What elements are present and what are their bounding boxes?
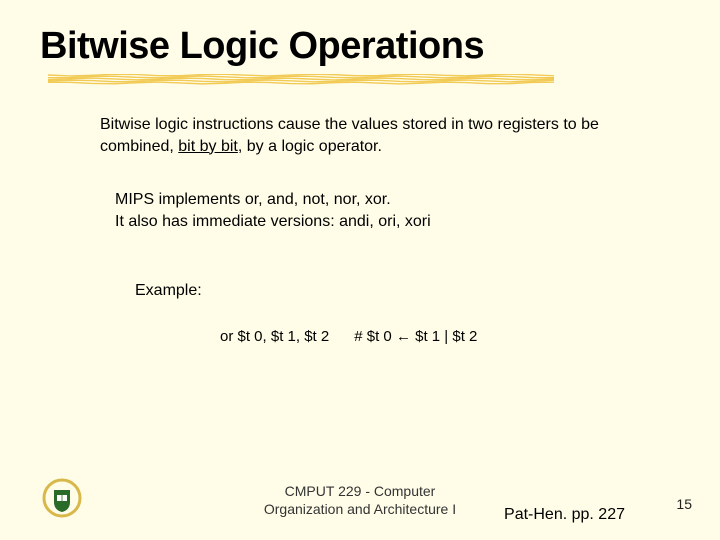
example-line: or $t 0, $t 1, $t 2 # $t 0 ← $t 1 | $t 2 [220, 328, 680, 345]
university-logo-icon [42, 478, 82, 518]
example-comment: # $t 0 ← $t 1 | $t 2 [354, 328, 477, 345]
intro-mid: bit by bit [178, 138, 238, 155]
intro-post: , by a logic operator. [238, 138, 382, 155]
example-code: or $t 0, $t 1, $t 2 [220, 328, 329, 345]
footer-course-line1: CMPUT 229 - Computer [0, 482, 720, 500]
example-label: Example: [135, 282, 680, 300]
intro-paragraph: Bitwise logic instructions cause the val… [100, 114, 660, 157]
mips-line1: MIPS implements or, and, not, nor, xor. [115, 189, 680, 211]
footer-reference: Pat-Hen. pp. 227 [504, 506, 625, 524]
slide: Bitwise Logic Operations Bitwise logic i… [0, 0, 720, 540]
mips-paragraph: MIPS implements or, and, not, nor, xor. … [115, 189, 680, 232]
page-number: 15 [676, 496, 692, 512]
mips-line2: It also has immediate versions: andi, or… [115, 211, 680, 233]
slide-title: Bitwise Logic Operations [40, 25, 680, 68]
title-underline [48, 74, 680, 86]
